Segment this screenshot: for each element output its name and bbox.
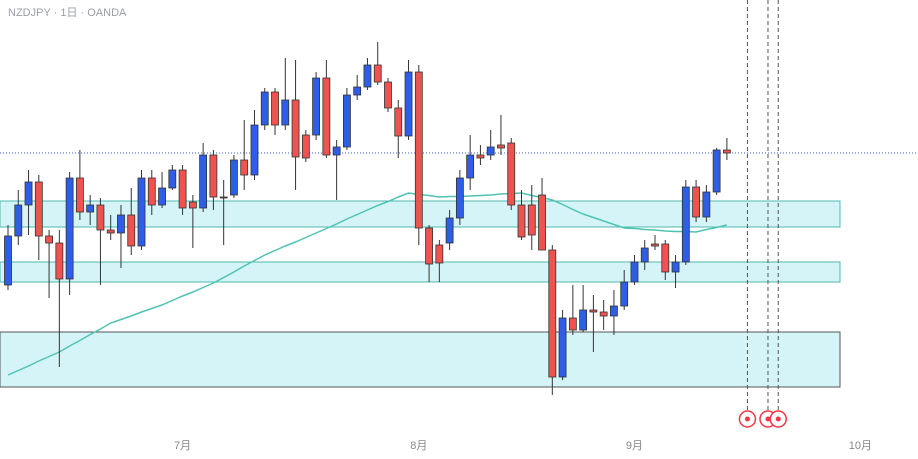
candle-body <box>260 91 269 126</box>
candle-body <box>137 177 146 247</box>
candle-body <box>425 227 433 265</box>
candle-body <box>630 261 639 283</box>
candle-body <box>14 204 23 237</box>
candle-body <box>661 243 670 273</box>
event-dot <box>775 416 781 422</box>
candle-body <box>55 242 64 280</box>
candle-body <box>322 77 331 156</box>
candle-body <box>373 64 382 83</box>
candle-body <box>610 305 618 317</box>
candle-body <box>589 309 598 313</box>
candle-body <box>455 177 464 219</box>
candle-body <box>414 71 423 229</box>
candle-body <box>230 159 238 196</box>
candle-body <box>723 149 731 154</box>
candle-body <box>271 91 279 126</box>
candle-body <box>75 177 84 213</box>
candle-body <box>476 154 485 159</box>
candle-body <box>579 309 588 331</box>
candle-body <box>404 71 413 137</box>
candle-body <box>702 191 711 218</box>
candle-body <box>640 247 649 263</box>
event-dot <box>765 416 771 422</box>
zone <box>0 331 841 388</box>
candle-body <box>45 235 53 244</box>
x-tick-label: 10月 <box>849 440 872 452</box>
candle-body <box>712 149 721 193</box>
x-tick-label: 7月 <box>174 440 191 452</box>
candle-body <box>497 144 505 149</box>
candle-body <box>312 77 321 136</box>
chart-title: NZDJPY · 1日 · OANDA <box>8 7 127 19</box>
candle-body <box>671 261 680 273</box>
moving-average <box>7 192 728 376</box>
candle-body <box>4 235 12 286</box>
candle-body <box>127 214 136 247</box>
candle-body <box>517 204 526 238</box>
candle-body <box>343 94 351 148</box>
candle-body <box>620 281 629 307</box>
candle-body <box>394 107 403 137</box>
candle-body <box>363 64 372 88</box>
candle-body <box>250 124 259 176</box>
candle-body <box>445 217 454 244</box>
candle-body <box>178 169 187 209</box>
candle-body <box>599 311 608 317</box>
candle-body <box>240 159 249 176</box>
candle-body <box>681 186 690 263</box>
candle-body <box>651 243 659 247</box>
candle-body <box>301 134 310 159</box>
candle-body <box>353 86 362 96</box>
candle-body <box>486 146 495 156</box>
zone <box>0 261 841 283</box>
candle-body <box>65 177 74 280</box>
candle-body <box>199 154 208 209</box>
candle-body <box>158 187 166 206</box>
candle-body <box>558 317 567 378</box>
candle-body <box>568 317 577 331</box>
candle-body <box>435 244 444 264</box>
candle-body <box>86 204 95 213</box>
candle-body <box>188 201 197 209</box>
candle-body <box>117 214 125 234</box>
candle-body <box>34 181 43 237</box>
candle-body <box>219 196 228 199</box>
candle-body <box>147 177 156 206</box>
candle-body <box>538 194 546 251</box>
candle-body <box>692 186 700 218</box>
candle-body <box>209 154 218 198</box>
candle-body <box>548 249 557 378</box>
candle-body <box>507 142 516 206</box>
candle-body <box>96 204 105 231</box>
candle-body <box>332 146 341 156</box>
x-tick-label: 8月 <box>410 440 427 452</box>
x-tick-label: 9月 <box>626 440 643 452</box>
candle-body <box>281 99 290 126</box>
event-dot <box>744 416 750 422</box>
candle-body <box>527 204 536 236</box>
candle-body <box>291 99 300 158</box>
candle-body <box>384 81 392 109</box>
candle-body <box>466 154 475 179</box>
candle-body <box>24 181 33 206</box>
candle-body <box>168 169 177 189</box>
candle-body <box>106 229 115 234</box>
